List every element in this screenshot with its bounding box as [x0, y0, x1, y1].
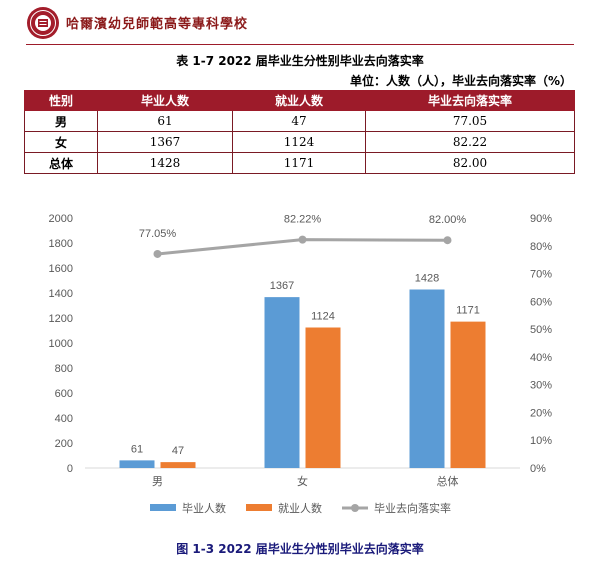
gender-outcome-chart: 0 200 400 600 800 1000 1200 1400 1600 1800 2000 0% 1…	[49, 213, 553, 515]
table-cell: 男	[24, 110, 98, 132]
bar-employed	[160, 462, 196, 468]
legend-swatch	[150, 504, 176, 511]
x-tick-label: 男	[152, 476, 163, 488]
rate-point	[298, 235, 307, 244]
bar-graduates	[409, 289, 445, 468]
y-right-tick-label: 20%	[530, 407, 552, 419]
y-right-tick-label: 90%	[530, 213, 552, 225]
table-cell: 82.00	[365, 152, 575, 174]
table-cell: 82.22	[365, 131, 575, 153]
table-row: 总体 1428 1171 82.00	[24, 152, 575, 174]
y-right-tick-label: 80%	[530, 241, 552, 253]
y-right-tick-label: 50%	[530, 324, 552, 336]
legend-swatch	[246, 504, 272, 511]
table-cell: 1171	[232, 152, 366, 174]
x-tick-label: 总体	[437, 474, 459, 488]
table-cell: 1367	[97, 131, 233, 153]
table-cell: 1124	[232, 131, 366, 153]
rate-data-label: 82.22%	[284, 214, 322, 226]
y-left-tick-label: 600	[55, 388, 73, 400]
y-right-tick-label: 70%	[530, 269, 552, 281]
table-row: 男 61 47 77.05	[24, 110, 575, 132]
bar-graduates	[119, 460, 155, 468]
bar-data-label: 1124	[311, 311, 335, 323]
chart-caption: 图 1-3 2022 届毕业生分性别毕业去向落实率	[176, 542, 424, 556]
rate-point	[153, 249, 162, 258]
y-left-tick-label: 1200	[49, 313, 73, 325]
bar-employed	[305, 327, 341, 468]
column-header: 毕业人数	[97, 90, 233, 111]
y-left-tick-label: 1800	[49, 238, 73, 250]
column-header: 就业人数	[232, 90, 366, 111]
table-row: 女 1367 1124 82.22	[24, 131, 575, 153]
table-header-row: 性别 毕业人数 就业人数 毕业去向落实率	[24, 90, 575, 111]
school-name: 哈爾濱幼兒師範高等專科學校	[66, 17, 249, 32]
legend-label: 毕业去向落实率	[374, 501, 451, 515]
legend-swatch	[351, 504, 359, 512]
table-cell: 61	[97, 110, 233, 132]
y-right-tick-label: 0%	[530, 463, 546, 475]
rate-data-label: 82.00%	[429, 214, 467, 226]
y-left-tick-label: 1400	[49, 288, 73, 300]
y-right-tick-label: 60%	[530, 296, 552, 308]
bar-data-label: 1171	[456, 305, 480, 317]
rate-data-label: 77.05%	[139, 228, 177, 240]
table-cell: 女	[24, 131, 98, 153]
bar-data-label: 61	[131, 443, 143, 455]
bar-graduates	[264, 297, 300, 468]
bar-data-label: 1428	[415, 273, 439, 285]
y-left-tick-label: 0	[67, 463, 73, 475]
y-left-tick-label: 200	[55, 438, 73, 450]
y-right-tick-label: 30%	[530, 380, 552, 392]
table-cell: 47	[232, 110, 366, 132]
y-left-tick-label: 1600	[49, 263, 73, 275]
y-left-tick-label: 800	[55, 363, 73, 375]
table-cell: 1428	[97, 152, 233, 174]
gender-stats-table: 性别 毕业人数 就业人数 毕业去向落实率 男 61 47 77.05 女 136…	[24, 90, 575, 174]
bar-data-label: 1367	[270, 280, 294, 292]
column-header: 毕业去向落实率	[365, 90, 575, 111]
rate-point	[443, 236, 452, 245]
legend-label: 就业人数	[278, 501, 322, 515]
bar-employed	[450, 321, 486, 468]
table-cell: 77.05	[365, 110, 575, 132]
x-tick-label: 女	[297, 474, 308, 488]
y-left-tick-label: 1000	[49, 338, 73, 350]
column-header: 性别	[24, 90, 98, 111]
y-right-tick-label: 40%	[530, 352, 552, 364]
y-right-tick-label: 10%	[530, 435, 552, 447]
table-unit-note: 单位：人数（人），毕业去向落实率（%）	[349, 74, 572, 88]
document-header: 哈爾濱幼兒師範高等專科學校	[26, 6, 586, 40]
legend-label: 毕业人数	[182, 502, 226, 515]
y-left-tick-label: 2000	[49, 213, 73, 225]
y-left-tick-label: 400	[55, 413, 73, 425]
header-divider	[26, 44, 574, 45]
table-cell: 总体	[24, 152, 98, 174]
school-seal-icon	[27, 7, 59, 39]
bar-data-label: 47	[172, 445, 184, 457]
table-title: 表 1-7 2022 届毕业生分性别毕业去向落实率	[176, 54, 424, 68]
